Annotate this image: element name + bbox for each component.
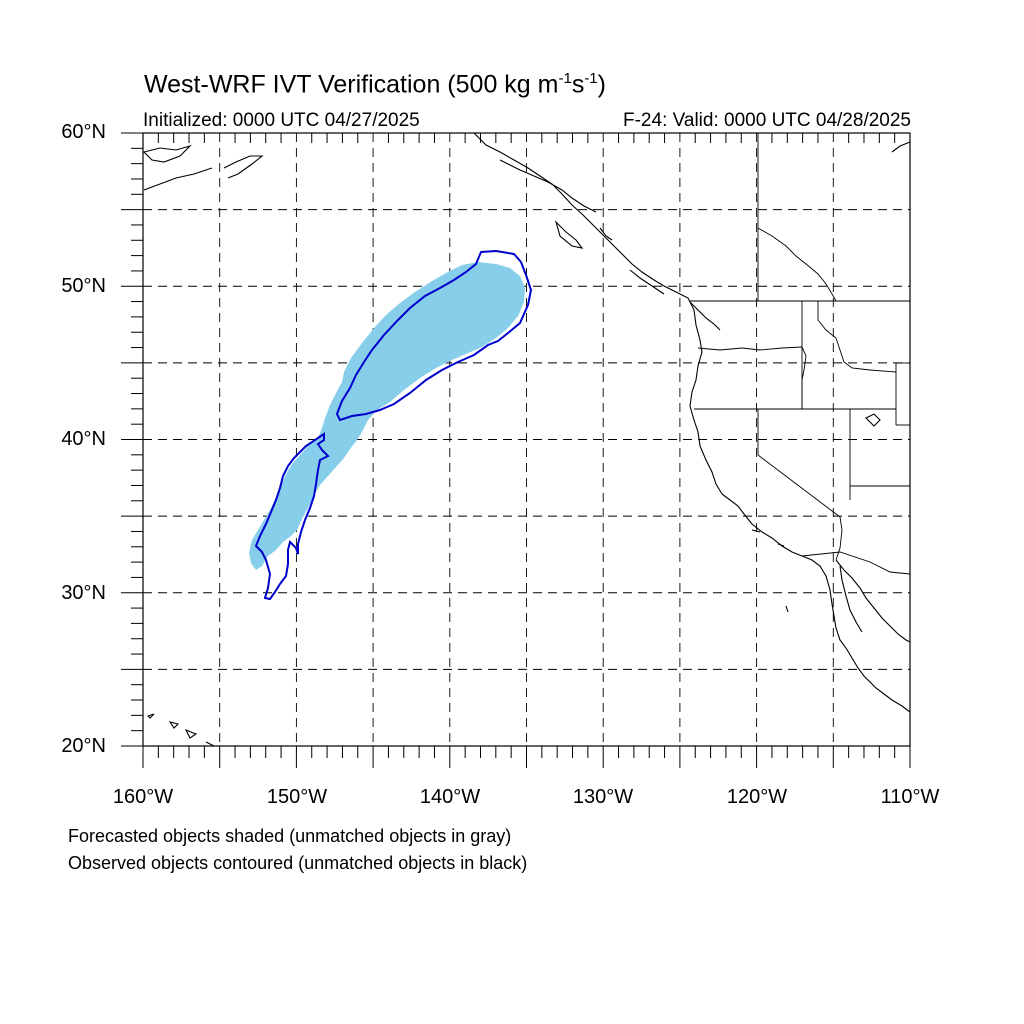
figure-title: West-WRF IVT Verification (500 kg m-1s-1… bbox=[144, 70, 606, 99]
initialized-time: Initialized: 0000 UTC 04/27/2025 bbox=[143, 110, 420, 131]
lat-label-40: 40°N bbox=[61, 428, 106, 450]
lat-label-30: 30°N bbox=[61, 582, 106, 604]
note-observed: Observed objects contoured (unmatched ob… bbox=[68, 853, 528, 873]
forecast-object-shaded bbox=[249, 262, 525, 570]
lat-label-50: 50°N bbox=[61, 275, 106, 297]
lon-label-150w: 150°W bbox=[266, 786, 328, 808]
lon-label-130w: 130°W bbox=[572, 786, 634, 808]
lon-label-120w: 120°W bbox=[726, 786, 788, 808]
valid-time: F-24: Valid: 0000 UTC 04/28/2025 bbox=[623, 110, 911, 131]
coastlines bbox=[142, 132, 911, 747]
grid-lines bbox=[143, 133, 910, 746]
axis-ticks bbox=[121, 132, 911, 768]
lon-label-160w: 160°W bbox=[112, 786, 174, 808]
note-forecast: Forecasted objects shaded (unmatched obj… bbox=[68, 826, 512, 846]
lat-label-60: 60°N bbox=[61, 121, 106, 143]
lat-label-20: 20°N bbox=[61, 735, 106, 757]
observed-object-contour bbox=[254, 249, 533, 601]
lon-label-110w: 110°W bbox=[880, 786, 940, 808]
lon-label-140w: 140°W bbox=[419, 786, 481, 808]
political-borders bbox=[690, 133, 911, 575]
